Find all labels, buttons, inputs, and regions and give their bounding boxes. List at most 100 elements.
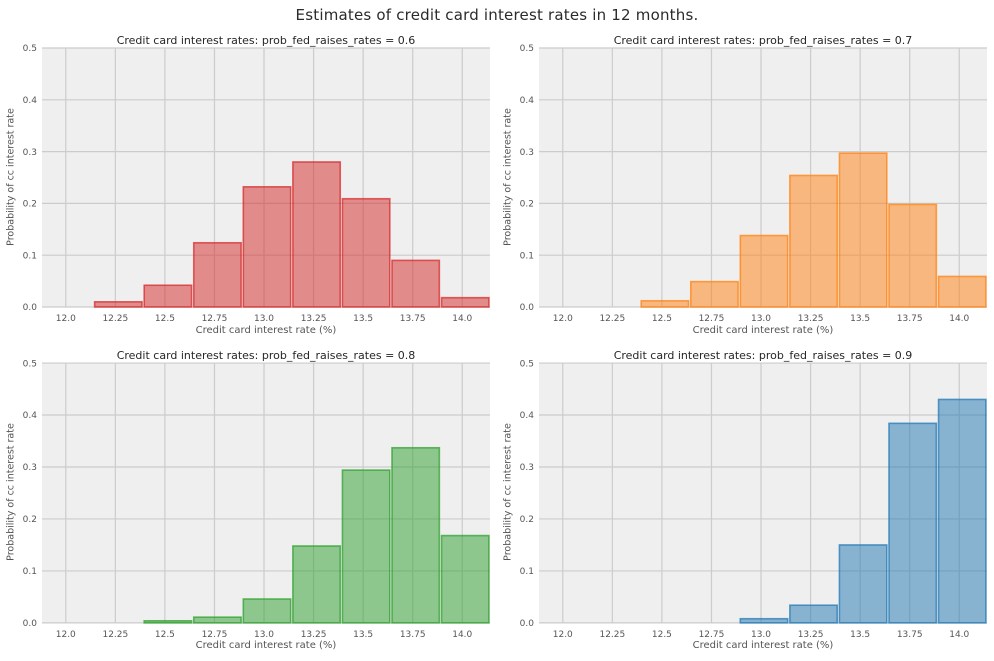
histogram-bar [192, 241, 242, 308]
x-tick-label: 12.75 [202, 314, 228, 324]
subplot-prob-0-9: 12.0 12.25 12.5 12.75 13.0 13.25 13.5 13.75 14.0… [497, 345, 994, 661]
x-tick-label: 12.5 [652, 630, 672, 640]
histogram-bar [789, 604, 839, 624]
x-tick-label: 13.5 [850, 314, 870, 324]
y-tick-label: 0.0 [23, 619, 38, 629]
histogram-bar [440, 296, 490, 308]
x-tick-label: 13.0 [751, 314, 771, 324]
x-tick-label: 14.0 [452, 314, 472, 324]
histogram-bar [143, 619, 193, 624]
x-tick-label: 12.25 [102, 630, 128, 640]
x-tick-label: 12.5 [155, 630, 175, 640]
x-tick-label: 13.0 [254, 630, 274, 640]
x-tick-label: 12.75 [202, 630, 228, 640]
histogram-bar [292, 545, 342, 624]
y-axis-label: Probability of cc interest rate [502, 108, 514, 246]
x-tick-label: 13.75 [400, 314, 426, 324]
histogram-bar [242, 186, 292, 308]
y-tick-label: 0.4 [520, 96, 535, 106]
x-tick-label: 12.0 [553, 630, 573, 640]
x-tick-label: 13.75 [400, 630, 426, 640]
x-tick-label: 13.75 [897, 314, 923, 324]
x-axis-label: Credit card interest rate (%) [692, 640, 834, 651]
y-tick-label: 0.1 [520, 567, 534, 577]
x-tick-label: 13.25 [301, 630, 327, 640]
subplot-title: Credit card interest rates: prob_fed_rai… [613, 349, 913, 362]
histogram-bar [440, 534, 490, 624]
y-tick-label: 0.5 [23, 44, 37, 54]
y-tick-label: 0.3 [23, 463, 37, 473]
histogram-bar [292, 161, 342, 308]
histogram-bar [888, 203, 938, 308]
x-axis-label: Credit card interest rate (%) [692, 325, 834, 336]
x-tick-label: 13.25 [798, 630, 824, 640]
histogram-bar [143, 284, 193, 308]
histogram-plot-0-7: 12.0 12.25 12.5 12.75 13.0 13.25 13.5 13.75 14.0… [520, 44, 987, 324]
subplot-prob-0-8: 12.0 12.25 12.5 12.75 13.0 13.25 13.5 13.75 14.0… [0, 345, 497, 661]
histogram-bar [242, 598, 292, 624]
y-tick-label: 0.0 [23, 303, 38, 313]
histogram-bar [739, 617, 789, 624]
histogram-bar [937, 398, 987, 624]
x-axis-label: Credit card interest rate (%) [195, 325, 337, 336]
x-tick-label: 12.5 [155, 314, 175, 324]
histogram-bar [838, 544, 888, 624]
y-tick-label: 0.5 [23, 359, 37, 369]
x-tick-label: 12.0 [553, 314, 573, 324]
x-tick-label: 13.5 [353, 314, 373, 324]
histogram-bar [341, 469, 391, 624]
y-axis-label: Probability of cc interest rate [5, 423, 17, 561]
histogram-bar [937, 275, 987, 308]
x-tick-label: 13.75 [897, 630, 923, 640]
y-tick-label: 0.2 [520, 200, 534, 210]
x-tick-label: 12.25 [599, 630, 625, 640]
histogram-bar [341, 197, 391, 308]
y-tick-label: 0.3 [520, 463, 534, 473]
histogram-bar [93, 301, 143, 308]
y-tick-label: 0.1 [23, 567, 37, 577]
x-tick-label: 12.0 [56, 630, 76, 640]
x-tick-label: 12.75 [699, 630, 725, 640]
subplot-title: Credit card interest rates: prob_fed_rai… [116, 34, 416, 47]
histogram-bar [739, 234, 789, 308]
histogram-bar [789, 174, 839, 308]
subplot-prob-0-7: 12.0 12.25 12.5 12.75 13.0 13.25 13.5 13.75 14.0… [497, 30, 994, 345]
x-tick-label: 12.5 [652, 314, 672, 324]
y-axis-label: Probability of cc interest rate [5, 108, 17, 246]
subplot-prob-0-6: 12.0 12.25 12.5 12.75 13.0 13.25 13.5 13.75 14.0… [0, 30, 497, 345]
histogram-bar [391, 259, 441, 308]
x-tick-label: 12.75 [699, 314, 725, 324]
y-tick-label: 0.2 [520, 515, 534, 525]
histogram-bar [391, 446, 441, 624]
histogram-bar [640, 299, 690, 308]
x-tick-label: 12.25 [599, 314, 625, 324]
y-tick-label: 0.1 [23, 251, 37, 261]
y-tick-label: 0.0 [520, 303, 535, 313]
subplot-title: Credit card interest rates: prob_fed_rai… [613, 34, 913, 47]
histogram-bar [838, 152, 888, 308]
x-tick-label: 13.5 [850, 630, 870, 640]
y-tick-label: 0.4 [520, 411, 535, 421]
histogram-bar [888, 422, 938, 624]
subplot-title: Credit card interest rates: prob_fed_rai… [116, 349, 416, 362]
x-axis-label: Credit card interest rate (%) [195, 640, 337, 651]
y-tick-label: 0.1 [520, 251, 534, 261]
y-tick-label: 0.0 [520, 619, 535, 629]
x-tick-label: 13.5 [353, 630, 373, 640]
y-tick-label: 0.3 [23, 148, 37, 158]
x-tick-label: 13.25 [301, 314, 327, 324]
x-tick-label: 14.0 [949, 314, 969, 324]
x-tick-label: 12.0 [56, 314, 76, 324]
y-tick-label: 0.2 [23, 515, 37, 525]
y-tick-label: 0.4 [23, 96, 38, 106]
x-tick-label: 12.25 [102, 314, 128, 324]
x-tick-label: 13.0 [751, 630, 771, 640]
x-tick-label: 14.0 [949, 630, 969, 640]
histogram-bar [689, 280, 739, 308]
histogram-bar [192, 616, 242, 624]
y-tick-label: 0.5 [520, 359, 534, 369]
x-tick-label: 13.0 [254, 314, 274, 324]
y-tick-label: 0.5 [520, 44, 534, 54]
x-tick-label: 14.0 [452, 630, 472, 640]
y-axis-label: Probability of cc interest rate [502, 423, 514, 561]
